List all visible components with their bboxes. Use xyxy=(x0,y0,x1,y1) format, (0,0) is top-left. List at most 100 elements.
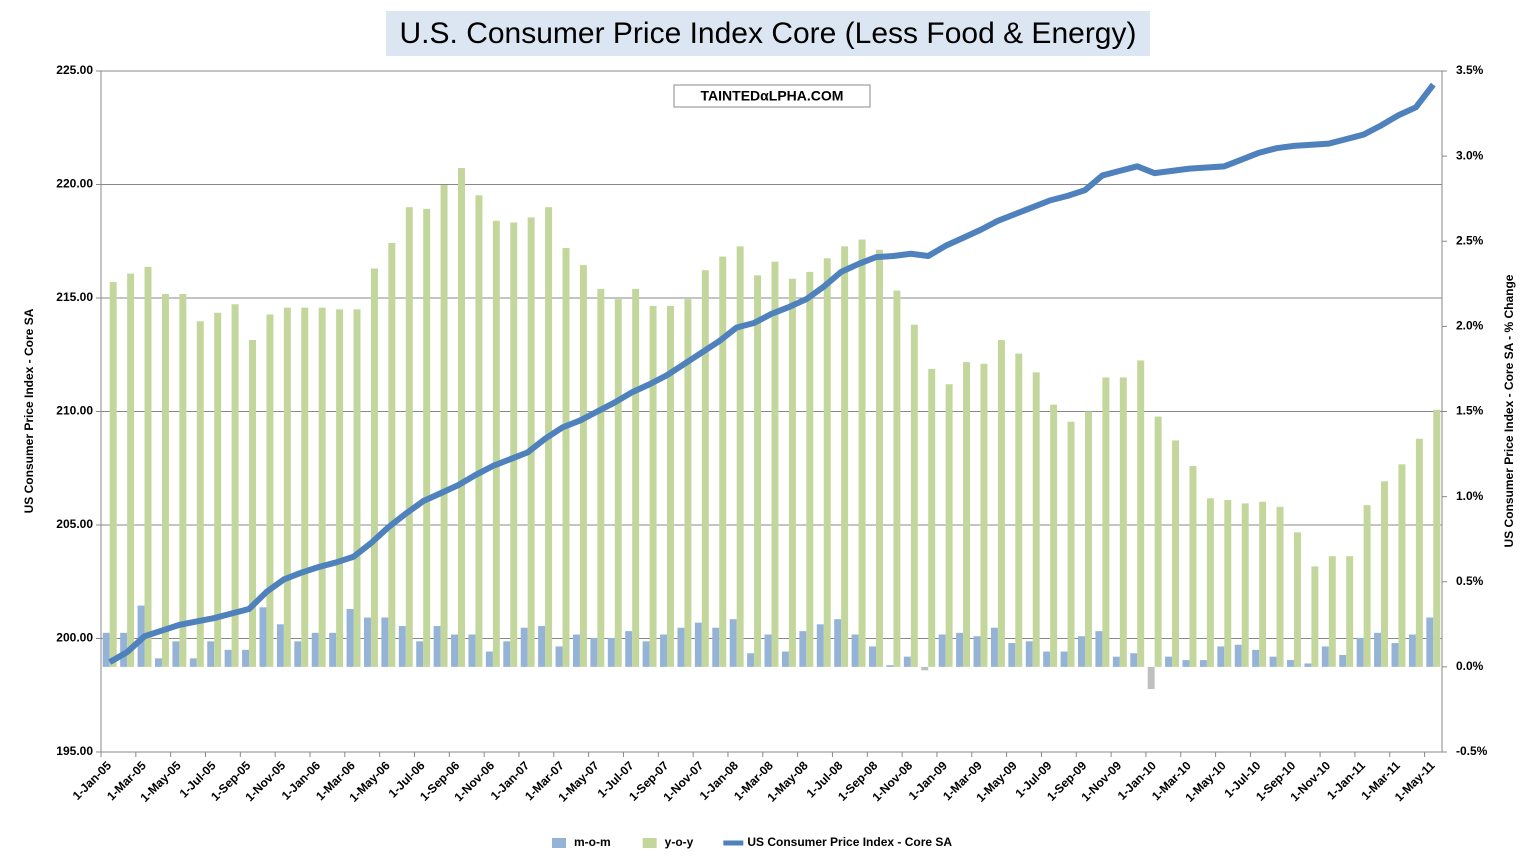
bar xyxy=(851,634,859,667)
y-tick-label: 220.00 xyxy=(56,177,93,191)
bar xyxy=(224,649,232,667)
bar xyxy=(928,368,936,667)
bar xyxy=(1241,503,1249,667)
y2-tick-label: -0.5% xyxy=(1456,744,1488,758)
y2-tick-label: 2.0% xyxy=(1456,319,1484,333)
bar xyxy=(214,312,222,667)
bar xyxy=(1172,440,1180,667)
bar xyxy=(144,266,152,667)
bar xyxy=(684,299,692,667)
bar xyxy=(179,294,187,667)
bar xyxy=(1084,411,1092,667)
chart-title: U.S. Consumer Price Index Core (Less Foo… xyxy=(400,17,1137,50)
bar xyxy=(642,641,650,667)
bar xyxy=(1234,644,1242,667)
bar xyxy=(1363,505,1371,667)
watermark-box xyxy=(673,84,871,108)
bar xyxy=(353,309,361,667)
y2-tick-label: 2.5% xyxy=(1456,233,1484,247)
bar xyxy=(963,362,971,667)
bar xyxy=(1433,409,1441,667)
bar xyxy=(311,632,319,667)
bar xyxy=(329,632,337,667)
bar xyxy=(736,246,744,667)
bar xyxy=(1391,643,1399,667)
bar xyxy=(440,185,448,667)
bar xyxy=(945,384,953,667)
bar xyxy=(398,626,406,667)
bar xyxy=(1269,656,1277,667)
bar xyxy=(1182,660,1190,667)
bar xyxy=(816,624,824,667)
bar xyxy=(120,632,128,667)
y-tick-label: 200.00 xyxy=(56,631,93,645)
bar xyxy=(1381,481,1389,667)
legend-label: m-o-m xyxy=(574,835,611,849)
y-tick-label: 215.00 xyxy=(56,290,93,304)
bar xyxy=(1398,464,1406,667)
bar xyxy=(276,624,284,667)
bar xyxy=(667,305,674,667)
bar xyxy=(555,646,563,667)
bar xyxy=(363,617,371,667)
bar xyxy=(189,658,197,667)
bar xyxy=(503,641,511,667)
bar xyxy=(712,627,720,667)
bar xyxy=(242,649,250,667)
bar xyxy=(607,637,615,667)
bar xyxy=(841,246,849,667)
bar xyxy=(527,217,535,667)
bar xyxy=(771,261,779,667)
bar xyxy=(677,627,685,667)
bar xyxy=(172,641,180,667)
bar xyxy=(1147,666,1155,690)
bar xyxy=(318,307,326,667)
bar xyxy=(520,627,528,667)
bar xyxy=(485,651,493,667)
bar xyxy=(910,324,918,667)
bar xyxy=(154,658,162,667)
y2-tick-label: 0.5% xyxy=(1456,574,1484,588)
bar xyxy=(834,619,842,667)
bar xyxy=(1199,660,1207,667)
bar xyxy=(266,314,274,667)
legend-swatch xyxy=(642,838,657,848)
bar xyxy=(1119,377,1127,667)
y-tick-label: 205.00 xyxy=(56,517,93,531)
bar xyxy=(1293,532,1301,667)
bar xyxy=(1102,377,1110,667)
bar xyxy=(694,622,702,667)
bar xyxy=(196,321,204,667)
y-tick-label: 210.00 xyxy=(56,404,93,418)
bar xyxy=(1165,656,1173,667)
bar xyxy=(433,626,441,667)
watermark: TAINTEDαLPHA.COM xyxy=(701,88,844,104)
line xyxy=(108,82,1436,665)
bar xyxy=(1321,646,1329,667)
bar xyxy=(719,256,727,667)
bar xyxy=(370,268,378,667)
bar xyxy=(1206,498,1214,667)
bar xyxy=(492,220,500,667)
y-tick-label: 195.00 xyxy=(56,744,93,758)
bar xyxy=(823,258,831,667)
bar xyxy=(161,294,169,667)
bar xyxy=(294,641,302,667)
y2-tick-label: 1.5% xyxy=(1456,404,1484,418)
bar xyxy=(451,634,459,667)
bar xyxy=(259,607,267,667)
bar xyxy=(1311,566,1319,667)
bar xyxy=(806,271,814,667)
bar xyxy=(1095,631,1103,667)
bar xyxy=(579,265,587,667)
bar xyxy=(632,288,640,667)
y-axis-title: US Consumer Price Index - Core SA xyxy=(22,308,36,513)
bar xyxy=(423,208,431,667)
bar xyxy=(381,617,389,667)
bar xyxy=(869,646,876,667)
bar xyxy=(1328,556,1336,667)
bar xyxy=(938,634,946,667)
bar xyxy=(301,307,309,667)
bar xyxy=(207,641,215,667)
